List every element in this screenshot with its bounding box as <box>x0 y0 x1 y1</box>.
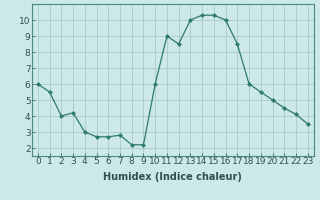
X-axis label: Humidex (Indice chaleur): Humidex (Indice chaleur) <box>103 172 242 182</box>
